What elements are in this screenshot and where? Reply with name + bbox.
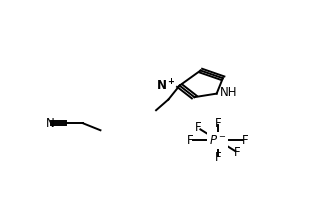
Text: N: N — [46, 117, 55, 130]
Text: F: F — [215, 151, 221, 164]
Text: F: F — [234, 146, 241, 159]
Text: F: F — [242, 134, 249, 147]
Text: NH: NH — [219, 86, 237, 99]
Text: F: F — [195, 121, 202, 134]
Text: $\mathbf{N^+}$: $\mathbf{N^+}$ — [156, 78, 176, 93]
Text: F: F — [187, 134, 194, 147]
Text: $P^-$: $P^-$ — [209, 134, 227, 147]
Text: F: F — [215, 117, 221, 130]
